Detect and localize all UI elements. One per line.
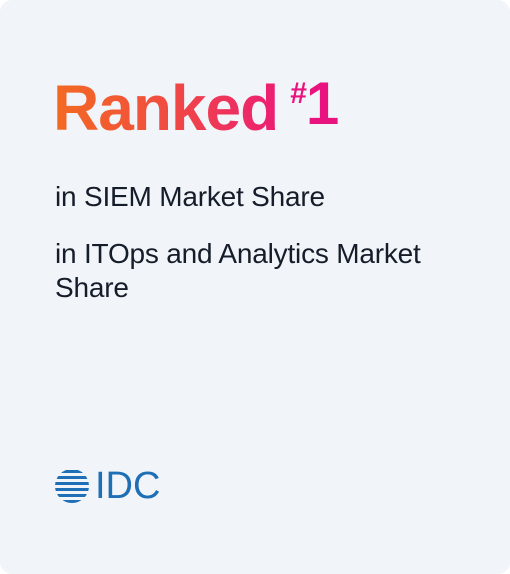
rank-badge: #1 bbox=[290, 74, 339, 134]
headline: Ranked #1 bbox=[53, 68, 339, 148]
idc-logo-text: IDC bbox=[95, 465, 161, 507]
headline-word: Ranked bbox=[53, 72, 279, 144]
rank-hash: # bbox=[290, 77, 307, 110]
siem-market-share-line: in SIEM Market Share bbox=[55, 181, 325, 212]
rank-number: 1 bbox=[305, 70, 339, 137]
itops-market-share-line: in ITOps and Analytics Market Share bbox=[55, 238, 421, 303]
idc-globe-icon bbox=[55, 470, 89, 503]
idc-logo: IDC bbox=[53, 466, 160, 506]
